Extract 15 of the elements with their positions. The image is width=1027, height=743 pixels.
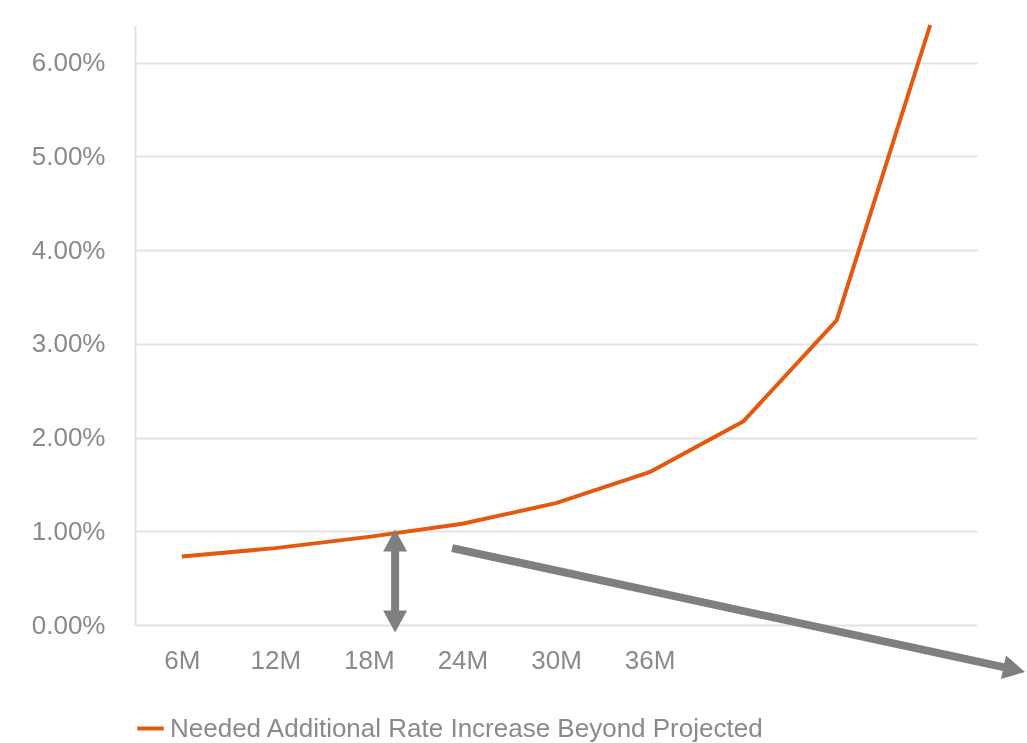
y-tick-label: 5.00% xyxy=(31,140,106,171)
legend-label: Needed Additional Rate Increase Beyond Projected xyxy=(170,712,763,743)
x-tick-label: 6M xyxy=(164,644,201,675)
y-tick-label: 4.00% xyxy=(31,234,106,265)
y-tick-label: 2.00% xyxy=(31,422,106,452)
x-tick-label: 30M xyxy=(531,644,582,675)
y-tick-label: 3.00% xyxy=(31,328,106,359)
x-tick-label: 18M xyxy=(344,644,395,675)
x-tick-label: 12M xyxy=(250,644,302,675)
x-tick-label: 36M xyxy=(624,644,676,675)
line-series xyxy=(179,23,933,559)
y-tick-label: 1.00% xyxy=(31,515,106,546)
y-tick-label: 0.00% xyxy=(31,609,106,640)
y-tick-label: 6.00% xyxy=(31,47,106,77)
x-tick-label: 24M xyxy=(437,644,489,675)
